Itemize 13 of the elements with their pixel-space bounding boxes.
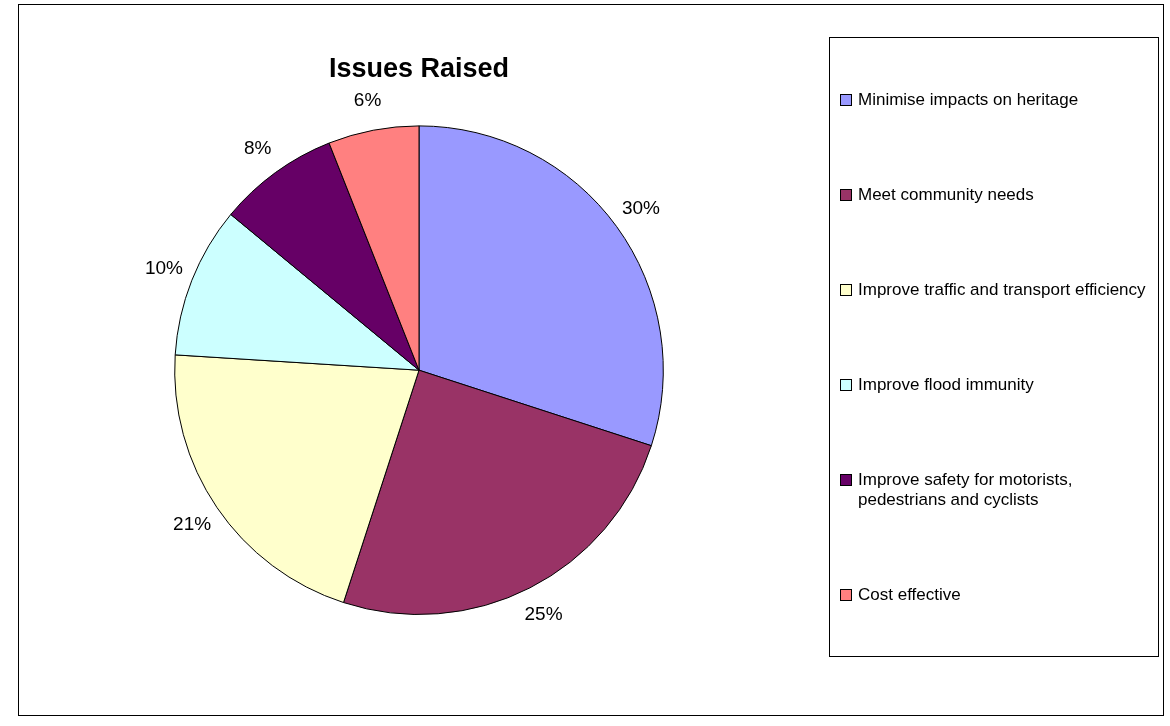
data-label: 10%	[144, 257, 184, 279]
legend-label: Meet community needs	[858, 184, 1034, 205]
text: Issues Raised	[328, 52, 510, 83]
legend-label: Minimise impacts on heritage	[858, 89, 1079, 110]
data-label: 30%	[621, 197, 661, 219]
data-label: 8%	[244, 136, 272, 158]
legend-label: Improve safety for motorists, pedestrians and cyclists	[858, 469, 1074, 510]
legend-label: Improve traffic and transport efficiency	[858, 279, 1146, 300]
data-label: 25%	[524, 602, 563, 624]
legend-label: Cost effective	[858, 584, 961, 605]
data-label: 6%	[353, 88, 382, 110]
data-label: 21%	[173, 512, 212, 534]
legend-label: Improve flood immunity	[858, 374, 1034, 395]
